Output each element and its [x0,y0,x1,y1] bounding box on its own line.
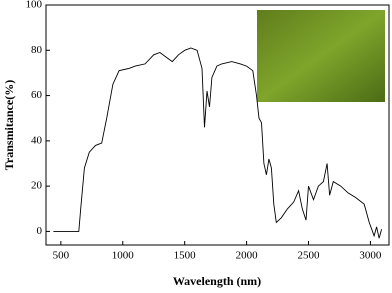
x-tick-label: 2000 [236,250,259,262]
x-tick-label: 1500 [174,250,197,262]
y-tick-label: 100 [26,0,43,11]
data-line [53,47,383,239]
y-axis-label: Transmitance(%) [2,80,16,170]
y-tick-label: 0 [37,225,43,237]
x-tick-label: 500 [53,250,70,262]
y-tick-label: 60 [31,89,43,101]
inset-photo [257,10,385,102]
plot-frame [45,4,390,246]
y-tick-label: 20 [31,180,43,192]
x-tick-label: 3000 [359,250,382,262]
y-tick-label: 80 [31,44,43,56]
x-axis-label: Wavelength (nm) [173,274,261,288]
x-tick-label: 1000 [112,250,135,262]
y-tick-label: 40 [31,134,43,146]
x-tick-label: 2500 [298,250,321,262]
